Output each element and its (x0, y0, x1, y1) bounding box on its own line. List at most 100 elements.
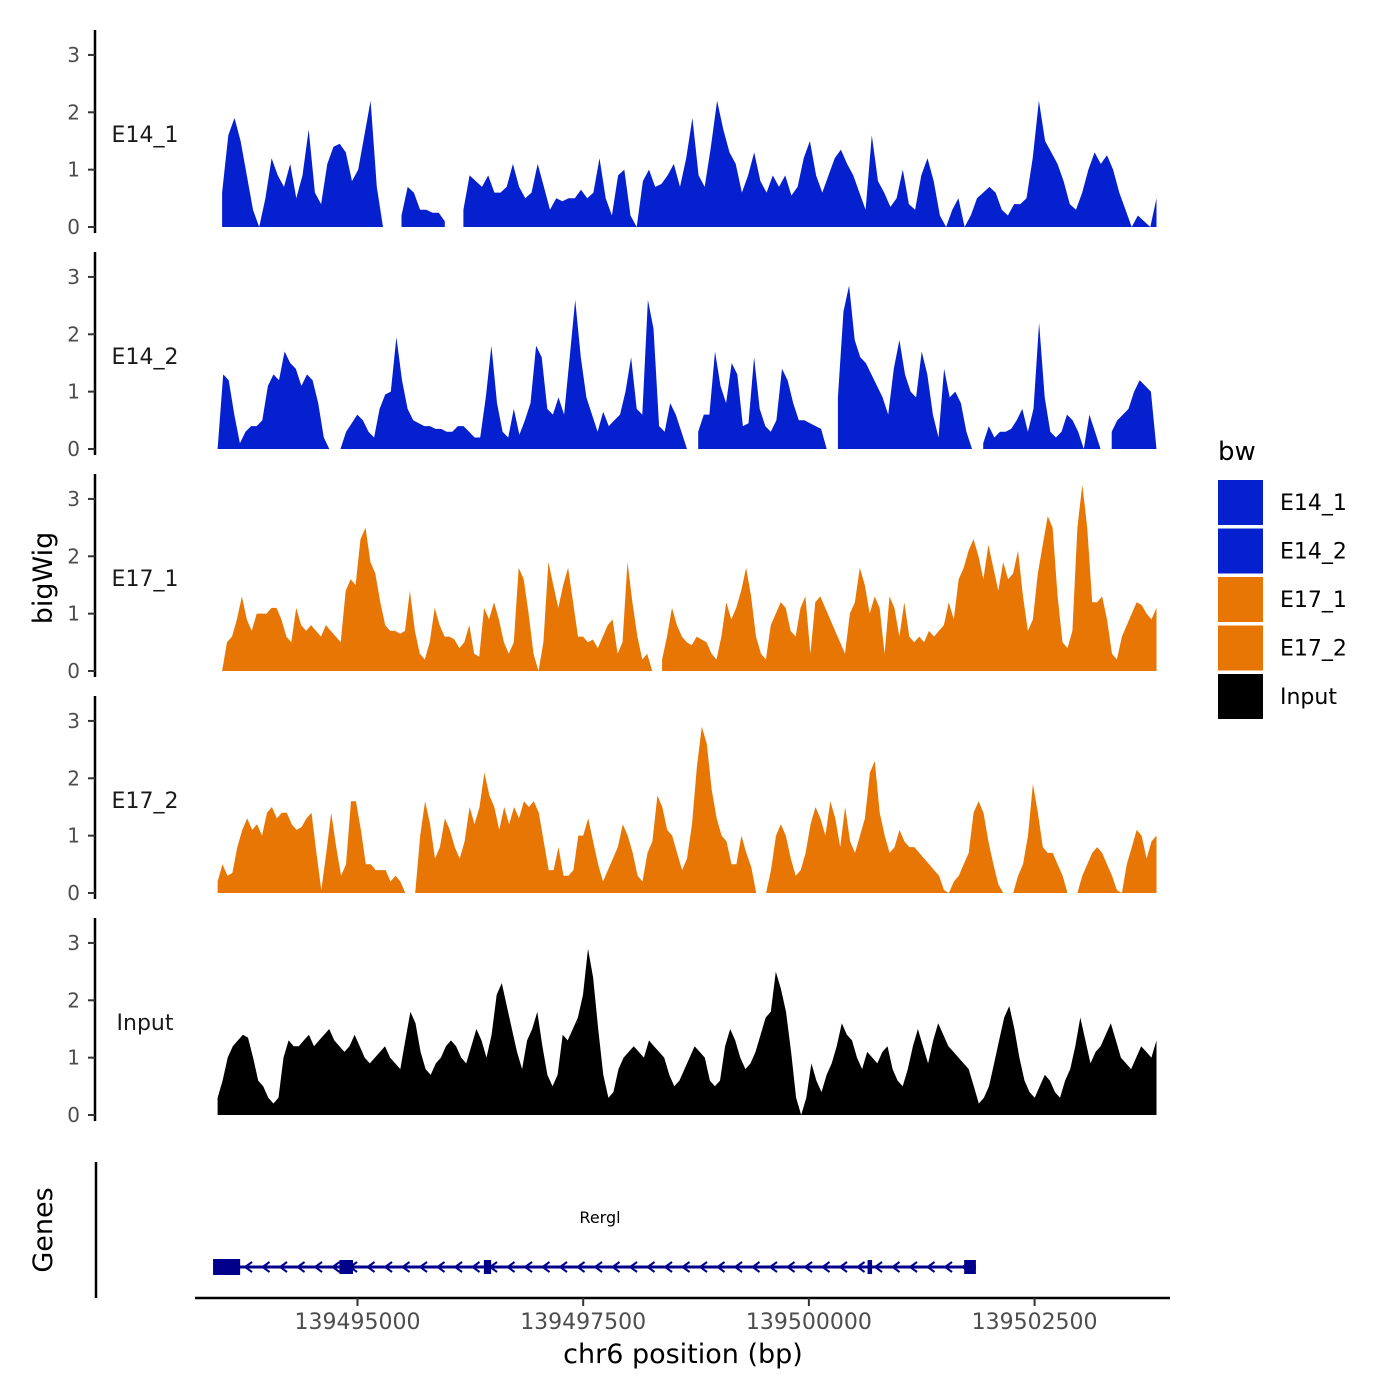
gene-exon (483, 1260, 492, 1274)
strand-arrow (680, 1261, 691, 1273)
y-tick-label: 1 (67, 380, 80, 404)
y-axis-title: bigWig (28, 532, 59, 625)
coverage-area-e14-1 (463, 100, 1157, 227)
strand-arrow (925, 1261, 936, 1273)
legend-title: bw (1218, 437, 1256, 467)
coverage-panels: 0 1 2 3 E14_1 0 1 2 3 E14_2 0 1 2 3 E17_1 0 1 2 3 E17_2 0 1 2 3… (67, 30, 1157, 1127)
gene-exon (213, 1259, 241, 1275)
genes-title: Genes (28, 1187, 59, 1272)
y-tick-label: 3 (67, 43, 80, 67)
strand-arrow (593, 1261, 603, 1273)
strand-arrow (803, 1261, 813, 1273)
legend-label-input: Input (1280, 685, 1337, 710)
coverage-area-e17-2 (1077, 829, 1157, 893)
coverage-area-e17-1 (222, 527, 653, 671)
x-tick-label: 139495000 (295, 1310, 421, 1335)
track-label-e17-1: E17_1 (112, 567, 179, 592)
coverage-area-e14-2 (340, 299, 687, 449)
strand-arrow (733, 1261, 743, 1273)
strand-arrow (838, 1261, 848, 1273)
strand-arrow (260, 1261, 271, 1273)
coverage-area-e14-2 (1111, 380, 1157, 449)
legend: bw E14_1 E14_2 E17_1 E17_2 Input (1218, 437, 1347, 719)
y-tick-label: 3 (67, 709, 80, 733)
legend-swatch-e17-1 (1218, 577, 1263, 622)
strand-arrow (295, 1261, 306, 1273)
coverage-area-e14-1 (401, 186, 445, 227)
strand-arrow (855, 1261, 866, 1273)
y-tick-label: 3 (67, 265, 80, 289)
coverage-area-e14-2 (698, 351, 827, 449)
strand-arrow (418, 1261, 428, 1273)
y-tick-label: 1 (67, 602, 80, 626)
strand-arrow (278, 1261, 288, 1273)
coverage-area-e17-2 (217, 801, 406, 893)
y-tick-label: 2 (67, 988, 80, 1012)
legend-swatch-e17-2 (1218, 625, 1263, 671)
coverage-area-e17-1 (662, 484, 1157, 671)
coverage-area-e17-2 (766, 761, 1004, 893)
y-tick-label: 1 (67, 824, 80, 848)
strand-arrow (750, 1261, 761, 1273)
gene-exon (964, 1260, 976, 1274)
strand-arrow (453, 1261, 463, 1273)
strand-arrow (313, 1261, 323, 1273)
strand-arrow (908, 1261, 918, 1273)
coverage-area-e17-2 (415, 726, 757, 893)
strand-arrow (820, 1261, 831, 1273)
panel-e14-1: 0 1 2 3 E14_1 (67, 30, 1157, 239)
strand-arrow (523, 1261, 533, 1273)
legend-swatch-e14-1 (1218, 480, 1263, 525)
y-tick-label: 0 (67, 215, 80, 239)
gene-exon (867, 1260, 873, 1274)
y-tick-label: 3 (67, 487, 80, 511)
strand-arrow (645, 1261, 656, 1273)
coverage-area-e14-2 (217, 351, 330, 449)
gene-exon (339, 1260, 353, 1274)
y-tick-label: 1 (67, 158, 80, 182)
strand-arrow (698, 1261, 708, 1273)
gene-track: Genes Rergl (28, 1162, 976, 1298)
legend-label-e17-2: E17_2 (1280, 637, 1347, 662)
gene-model (213, 1259, 976, 1275)
strand-arrow (575, 1261, 586, 1273)
strand-arrow (873, 1261, 883, 1273)
legend-swatch-input (1218, 674, 1263, 719)
coverage-area-input (217, 948, 1157, 1115)
strand-arrow (890, 1261, 901, 1273)
y-tick-label: 0 (67, 881, 80, 905)
coverage-area-e14-1 (222, 100, 383, 227)
strand-arrow (610, 1261, 621, 1273)
x-tick-label: 139500000 (746, 1310, 872, 1335)
legend-swatch-e14-2 (1218, 528, 1263, 574)
strand-arrow (558, 1261, 568, 1273)
strand-arrow (330, 1261, 341, 1273)
legend-label-e17-1: E17_1 (1280, 588, 1347, 613)
x-tick-label: 139502500 (972, 1310, 1098, 1335)
strand-arrow (400, 1261, 411, 1273)
track-label-e14-2: E14_2 (112, 345, 179, 370)
y-tick-label: 1 (67, 1046, 80, 1070)
track-label-e14-1: E14_1 (112, 123, 179, 148)
strand-arrow (243, 1261, 253, 1273)
y-tick-label: 2 (67, 766, 80, 790)
strand-arrow (785, 1261, 796, 1273)
y-tick-label: 0 (67, 659, 80, 683)
strand-arrow (505, 1261, 516, 1273)
x-tick-label: 139497500 (520, 1310, 646, 1335)
y-tick-label: 3 (67, 931, 80, 955)
panel-e14-2: 0 1 2 3 E14_2 (67, 252, 1157, 461)
strand-arrow (365, 1261, 376, 1273)
coverage-area-e14-2 (837, 285, 972, 449)
strand-arrow (383, 1261, 393, 1273)
strand-arrow (628, 1261, 638, 1273)
strand-arrow (768, 1261, 778, 1273)
legend-label-e14-2: E14_2 (1280, 540, 1347, 565)
y-tick-label: 2 (67, 322, 80, 346)
strand-arrow (470, 1261, 481, 1273)
panel-input: 0 1 2 3 Input (67, 918, 1157, 1127)
y-tick-label: 0 (67, 437, 80, 461)
strand-arrow (663, 1261, 673, 1273)
strand-arrow (435, 1261, 446, 1273)
